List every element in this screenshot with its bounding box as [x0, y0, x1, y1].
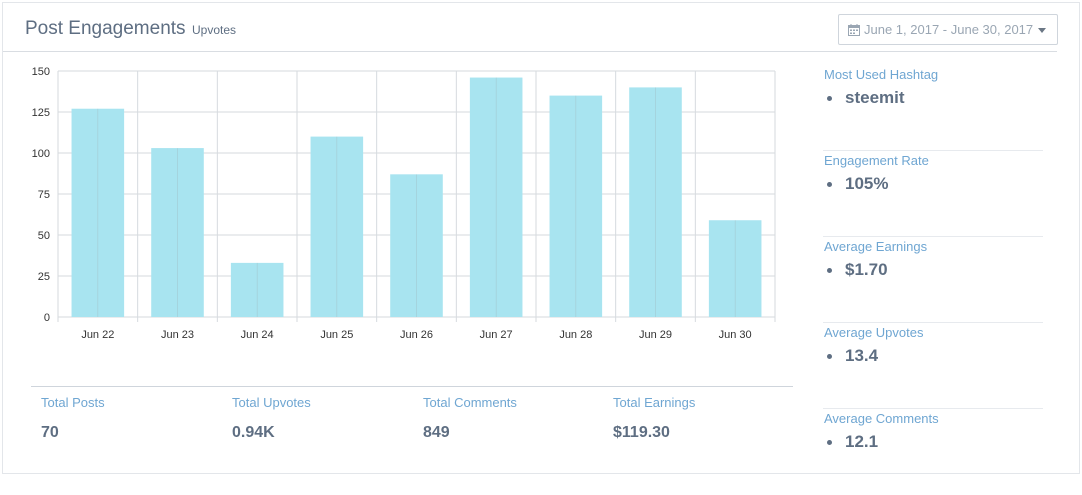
date-range-label: June 1, 2017 - June 30, 2017: [864, 22, 1034, 37]
stat-total-comments: Total Comments 849: [423, 395, 517, 442]
totals-row: Total Posts 70 Total Upvotes 0.94K Total…: [31, 386, 793, 456]
stat-value: 0.94K: [232, 424, 275, 441]
stat-label: Total Comments: [423, 395, 517, 410]
stat-label: Total Earnings: [613, 395, 696, 410]
stat-value: $119.30: [613, 424, 670, 441]
chevron-down-icon: [1038, 28, 1046, 33]
metric-label: Average Comments: [824, 411, 939, 426]
y-tick-label: 150: [32, 66, 50, 78]
stat-value: 849: [423, 424, 450, 441]
metric-engagement-rate: Engagement Rate 105%: [823, 151, 1043, 237]
metric-label: Most Used Hashtag: [824, 67, 939, 82]
y-tick-label: 100: [32, 148, 50, 160]
y-tick-label: 0: [44, 312, 50, 324]
chart-subtitle: Upvotes: [192, 23, 237, 37]
stat-label: Total Upvotes: [232, 395, 311, 410]
y-tick-label: 50: [38, 230, 50, 242]
metrics-sidebar: Most Used Hashtag steemit Engagement Rat…: [823, 65, 1043, 495]
x-tick-label: Jun 28: [559, 329, 592, 341]
x-tick-label: Jun 29: [639, 329, 672, 341]
metric-value: 12.1: [826, 432, 879, 451]
upvotes-bar-chart: 0 25 50 75 100 125 150 Jun 22 Jun 23 Jun 24 Jun 25…: [32, 66, 776, 341]
x-tick-label: Jun 26: [400, 329, 433, 341]
x-tick-label: Jun 27: [480, 329, 513, 341]
post-engagements-panel: Post Engagements Upvotes June 1, 2017 - …: [2, 2, 1080, 474]
stat-value: 70: [41, 424, 59, 441]
x-tick-label: Jun 22: [81, 329, 114, 341]
metric-label: Average Upvotes: [824, 325, 924, 340]
stat-total-earnings: Total Earnings $119.30: [613, 395, 695, 442]
y-tick-label: 25: [38, 271, 50, 283]
metric-value: steemit: [827, 88, 905, 107]
date-range-picker[interactable]: June 1, 2017 - June 30, 2017: [838, 14, 1058, 45]
metric-most-used-hashtag: Most Used Hashtag steemit: [823, 65, 1043, 151]
metric-average-earnings: Average Earnings $1.70: [823, 237, 1043, 323]
metric-label: Average Earnings: [824, 239, 928, 254]
stat-total-upvotes: Total Upvotes 0.94K: [232, 395, 311, 442]
panel-header: Post Engagements Upvotes June 1, 2017 - …: [3, 3, 1058, 52]
y-tick-label: 75: [38, 189, 50, 201]
calendar-icon: [848, 23, 860, 36]
metric-value: 105%: [826, 174, 889, 193]
metric-value: 13.4: [826, 346, 879, 365]
stat-label: Total Posts: [41, 395, 105, 410]
metric-average-comments: Average Comments 12.1: [823, 409, 1043, 495]
metric-value: $1.70: [827, 260, 888, 279]
x-tick-label: Jun 24: [241, 329, 274, 341]
metric-label: Engagement Rate: [824, 153, 929, 168]
y-tick-label: 125: [32, 107, 50, 119]
stat-total-posts: Total Posts 70: [41, 395, 105, 442]
x-tick-label: Jun 25: [320, 329, 353, 341]
x-tick-label: Jun 23: [161, 329, 194, 341]
x-tick-label: Jun 30: [719, 329, 752, 341]
page-title: Post Engagements: [25, 18, 186, 39]
metric-average-upvotes: Average Upvotes 13.4: [823, 323, 1043, 409]
